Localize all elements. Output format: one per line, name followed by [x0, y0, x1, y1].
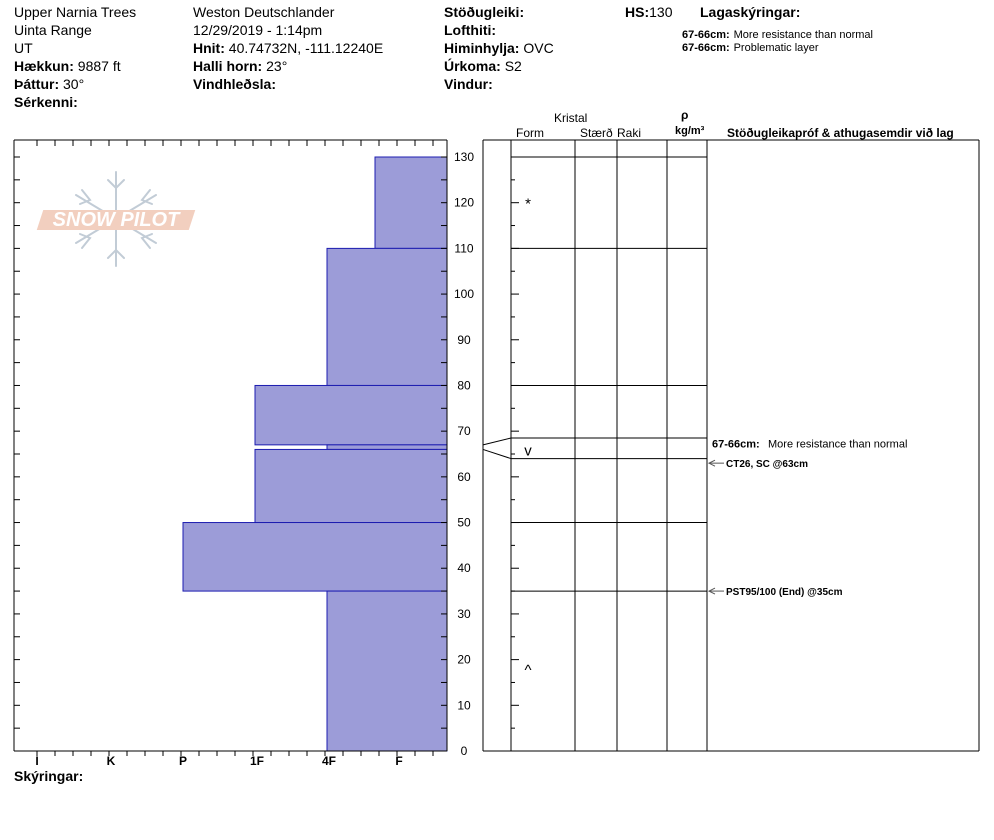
- air-temp-label: Lofthiti:: [444, 22, 497, 38]
- sky-value: OVC: [523, 40, 554, 56]
- coordinates-label: Hnit:: [193, 40, 225, 56]
- hardness-tick-label: K: [107, 754, 116, 768]
- density-symbol: ρ: [681, 108, 689, 122]
- hs-value: 130: [649, 4, 673, 20]
- elevation: Hækkun: 9887 ft: [14, 57, 121, 75]
- form-header: Form: [516, 126, 544, 140]
- features-label: Sérkenni:: [14, 94, 78, 110]
- hs-label: HS:: [625, 4, 650, 20]
- hardness-bar: [326, 247, 448, 386]
- precip-value: S2: [504, 58, 522, 74]
- hardness-tick-label: I: [35, 754, 38, 768]
- stability-label: Stöðugleiki:: [444, 4, 525, 20]
- depth-tick-label: 40: [457, 561, 471, 575]
- slope-value: 23°: [266, 58, 288, 74]
- elevation-label: Hækkun:: [14, 58, 74, 74]
- elevation-value: 9887 ft: [77, 58, 121, 74]
- depth-tick-label: 110: [454, 241, 473, 255]
- crystal-header: Kristal: [554, 111, 588, 125]
- aspect: Þáttur: 30°: [14, 75, 84, 93]
- depth-tick-label: 100: [454, 287, 474, 301]
- depth-tick-label: 50: [457, 516, 471, 530]
- slope-angle: Halli horn: 23°: [193, 57, 287, 75]
- hardness-bar: [326, 444, 448, 450]
- observation-datetime: 12/29/2019 - 1:14pm: [193, 22, 323, 38]
- state: UT: [14, 40, 33, 56]
- depth-tick-label: 80: [457, 378, 471, 392]
- density-unit: kg/m³: [675, 125, 705, 137]
- stability-test-label: PST95/100 (End) @35cm: [726, 587, 843, 598]
- mountain-range: Uinta Range: [14, 22, 92, 38]
- test-arrow-head: [707, 459, 716, 467]
- hardness-bar: [254, 384, 448, 446]
- wind-loading-label: Vindhleðsla:: [193, 76, 276, 92]
- layer-annotation-text: More resistance than normal: [768, 438, 907, 450]
- depth-tick-label: 0: [461, 744, 468, 758]
- layer-note: 67-66cm: Problematic layer: [682, 37, 819, 55]
- aspect-value: 30°: [63, 76, 85, 92]
- depth-tick-label: 20: [457, 653, 471, 667]
- comments-label: Skýringar:: [14, 768, 84, 784]
- layer-connector-line: [482, 437, 512, 446]
- coordinates-value: 40.74732N, -111.12240E: [228, 40, 384, 56]
- observer-name: Weston Deutschlander: [193, 4, 335, 20]
- aspect-label: Þáttur:: [14, 76, 60, 92]
- depth-tick-label: 90: [457, 333, 471, 347]
- precipitation: Úrkoma: S2: [444, 57, 522, 75]
- hardness-tick-label: 4F: [322, 754, 336, 768]
- location-name: Upper Narnia Trees: [14, 4, 137, 20]
- layer-note: 67-66cm: More resistance than normal: [682, 24, 873, 42]
- depth-tick-label: 130: [454, 150, 474, 164]
- size-header: Stærð: [580, 126, 613, 140]
- depth-tick-label: 10: [457, 698, 471, 712]
- logo-text: SNOW PILOT: [52, 209, 180, 231]
- layer-note-range: 67-66cm:: [682, 29, 730, 41]
- depth-tick-label: 70: [457, 424, 471, 438]
- depth-tick-label: 60: [457, 470, 471, 484]
- stability-test-label: CT26, SC @63cm: [726, 459, 808, 470]
- hardness-tick-label: F: [395, 754, 402, 768]
- layer-note-range: 67-66cm:: [682, 42, 730, 54]
- hardness-bar: [254, 448, 448, 524]
- snow-height: HS:130: [625, 3, 672, 21]
- crystal-form-symbol: *: [525, 196, 531, 213]
- coordinates: Hnit: 40.74732N, -111.12240E: [193, 39, 383, 57]
- slope-label: Halli horn:: [193, 58, 263, 74]
- layer-connector-line: [482, 448, 512, 460]
- test-arrow-head: [707, 587, 716, 595]
- sky-cover: Himinhylja: OVC: [444, 39, 554, 57]
- hardness-bar: [182, 522, 448, 592]
- hardness-bar: [374, 156, 448, 249]
- snowpilot-logo: SNOW PILOT: [36, 170, 196, 268]
- moisture-header: Raki: [617, 126, 642, 140]
- stability-tests-header: Stöðugleikapróf & athugasemdir við lag: [727, 126, 954, 140]
- snowflake-icon: [75, 171, 157, 267]
- crystal-form-symbol: ^: [524, 662, 531, 679]
- depth-tick-label: 30: [457, 607, 471, 621]
- hardness-tick-label: P: [179, 754, 187, 768]
- crystal-form-symbol: v: [524, 442, 532, 459]
- wind-label: Vindur:: [444, 76, 493, 92]
- depth-tick-label: 120: [454, 196, 474, 210]
- layer-annotation-range: 67-66cm:: [712, 438, 760, 450]
- hardness-tick-label: 1F: [250, 754, 264, 768]
- sky-label: Himinhylja:: [444, 40, 520, 56]
- layer-notes-label: Lagaskýringar:: [700, 4, 801, 20]
- precip-label: Úrkoma:: [444, 58, 501, 74]
- layer-note-text: More resistance than normal: [733, 29, 873, 41]
- hardness-bar: [326, 590, 448, 752]
- layer-note-text: Problematic layer: [733, 42, 819, 54]
